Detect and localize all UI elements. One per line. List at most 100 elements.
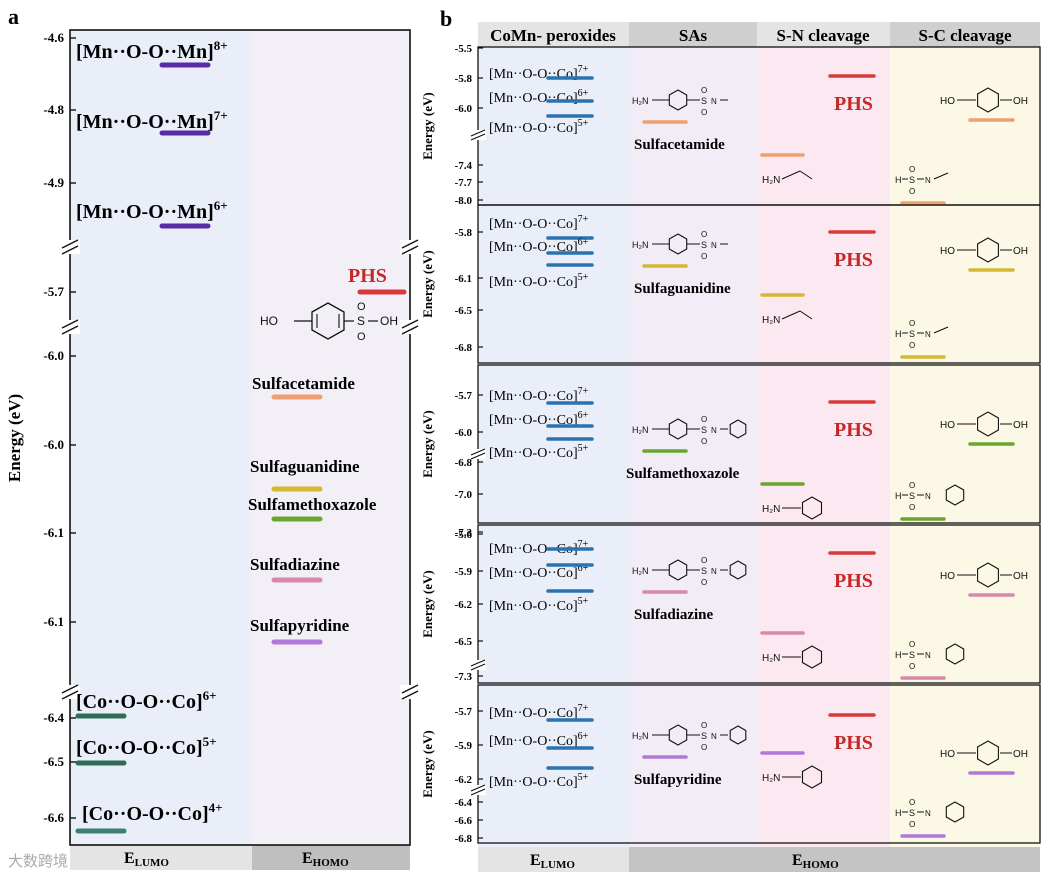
sa-structure: H₂N SO ON [632, 230, 728, 261]
tick-label: -6.2 [455, 599, 473, 611]
tick-label: -6.5 [43, 754, 64, 769]
svg-text:HO: HO [260, 314, 278, 328]
lumo-region [70, 30, 252, 845]
svg-text:O: O [701, 252, 707, 261]
tick-label: -6.4 [455, 797, 473, 809]
mn-species-label: [Mn··O-O··Co]6+ [489, 563, 589, 581]
header-sc: S-C cleavage [918, 26, 1011, 45]
panel-b-lumo-label: ELUMO [530, 852, 575, 871]
tick-label: -6.1 [43, 614, 64, 629]
tick-label: -6.0 [455, 427, 473, 439]
panel-a-homo-label: EHOMO [302, 850, 349, 869]
svg-text:S: S [701, 425, 707, 435]
svg-text:O: O [909, 341, 915, 350]
mn-species-label: [Mn··O-O··Co]5+ [489, 772, 589, 790]
svg-text:O: O [701, 721, 707, 730]
panel-b-rows: Energy (eV) -5.5 -5.8 -6.0 -7.4 -7.7 -8.0 [Mn··… [420, 43, 1041, 845]
mn-species-label: [Mn··O-O··Co]6+ [489, 731, 589, 749]
tick-label: -5.8 [455, 73, 473, 85]
sa-structure: H₂N SO ON [632, 86, 728, 117]
svg-text:O: O [909, 640, 915, 649]
mn-species-label: [Mn··O-O··Co]7+ [489, 214, 589, 232]
tick-label: -7.7 [455, 177, 473, 189]
svg-text:N: N [925, 492, 931, 501]
svg-text:H: H [895, 491, 902, 501]
tick-label: -6.5 [455, 636, 473, 648]
panel-a-frame [69, 29, 411, 846]
svg-text:N: N [925, 651, 931, 660]
svg-text:HO: HO [940, 420, 955, 431]
row-frame [477, 684, 1041, 844]
mn-species-label: [Mn··O-O··Co]5+ [489, 118, 589, 136]
svg-text:H₂N: H₂N [762, 175, 780, 186]
panel-b-label: b [440, 6, 452, 31]
panel-a-label: a [8, 4, 19, 29]
panel-a: a Energy (eV) -4.6 -4.8 -4.9 -5.7 -6.0 -6.0 -6… [5, 4, 420, 870]
sc-product-structure: H SO O N [895, 165, 949, 196]
hydroquinone-structure: HO OH [940, 87, 1028, 113]
svg-text:N: N [711, 97, 717, 106]
svg-text:O: O [909, 503, 915, 512]
species-label: [Co··O-O··Co]6+ [76, 688, 217, 713]
species-labels: [Mn··O-O··Mn]8+ [Mn··O-O··Mn]7+ [Mn··O-O… [76, 38, 228, 825]
tick-label: -7.3 [455, 671, 473, 683]
svg-text:N: N [925, 809, 931, 818]
svg-text:N: N [925, 176, 931, 185]
homo-bar [252, 845, 410, 870]
watermark: 大数跨境 [8, 852, 68, 870]
sa-label: Sulfacetamide [252, 374, 355, 393]
tick-label: -5.9 [455, 566, 473, 578]
svg-text:H₂N: H₂N [632, 566, 649, 576]
svg-text:OH: OH [1013, 571, 1028, 582]
hydroquinone-structure: HO OH [940, 411, 1028, 437]
svg-text:H₂N: H₂N [762, 653, 780, 664]
col-sas [629, 47, 757, 847]
tick-label: -5.8 [455, 227, 473, 239]
svg-text:O: O [701, 578, 707, 587]
phs-structure: HO S O O OH [260, 301, 398, 343]
mn-species-label: [Mn··O-O··Co]5+ [489, 272, 589, 290]
col-lumo [478, 47, 629, 847]
tick-label: -6.0 [455, 103, 473, 115]
sa-label: Sulfapyridine [250, 616, 350, 635]
hydroquinone-structure: HO OH [940, 562, 1028, 588]
sa-name: Sulfacetamide [634, 137, 725, 153]
phs-label: PHS [834, 419, 873, 441]
svg-text:O: O [909, 319, 915, 328]
phs-label: PHS [834, 249, 873, 271]
header-peroxides: CoMn- peroxides [490, 26, 616, 45]
svg-text:H: H [895, 329, 902, 339]
svg-text:S: S [909, 491, 915, 501]
tick-label: -5.9 [455, 740, 473, 752]
svg-text:S: S [909, 329, 915, 339]
svg-text:H₂N: H₂N [632, 425, 649, 435]
svg-text:H₂N: H₂N [762, 315, 780, 326]
svg-text:N: N [711, 567, 717, 576]
homo-region [252, 30, 410, 845]
mn-species-label: [Mn··O-O··Co]5+ [489, 596, 589, 614]
svg-text:O: O [909, 820, 915, 829]
svg-text:S: S [909, 650, 915, 660]
row-ylabel: Energy (eV) [420, 410, 435, 478]
svg-text:OH: OH [1013, 420, 1028, 431]
svg-text:O: O [701, 86, 707, 95]
row-ylabel: Energy (eV) [420, 570, 435, 638]
tick-label: -5.5 [455, 43, 473, 55]
svg-text:O: O [701, 743, 707, 752]
row-frame [477, 204, 1041, 364]
species-label: [Co··O-O··Co]4+ [82, 800, 223, 825]
svg-text:H: H [895, 650, 902, 660]
mn-species-label: [Mn··O-O··Co]7+ [489, 539, 589, 557]
svg-text:HO: HO [940, 749, 955, 760]
sa-name: Sulfapyridine [634, 772, 722, 788]
sa-structure: H₂N SO ON [632, 415, 747, 446]
hydroquinone-structure: HO OH [940, 740, 1028, 766]
svg-text:O: O [357, 331, 366, 343]
sa-name: Sulfamethoxazole [626, 466, 740, 482]
sc-product-structure: H SO O N [895, 481, 965, 512]
sn-product-structure: H₂N [762, 645, 823, 669]
svg-text:H₂N: H₂N [762, 773, 780, 784]
svg-text:N: N [711, 732, 717, 741]
sa-structure: H₂N SO ON [632, 556, 747, 587]
